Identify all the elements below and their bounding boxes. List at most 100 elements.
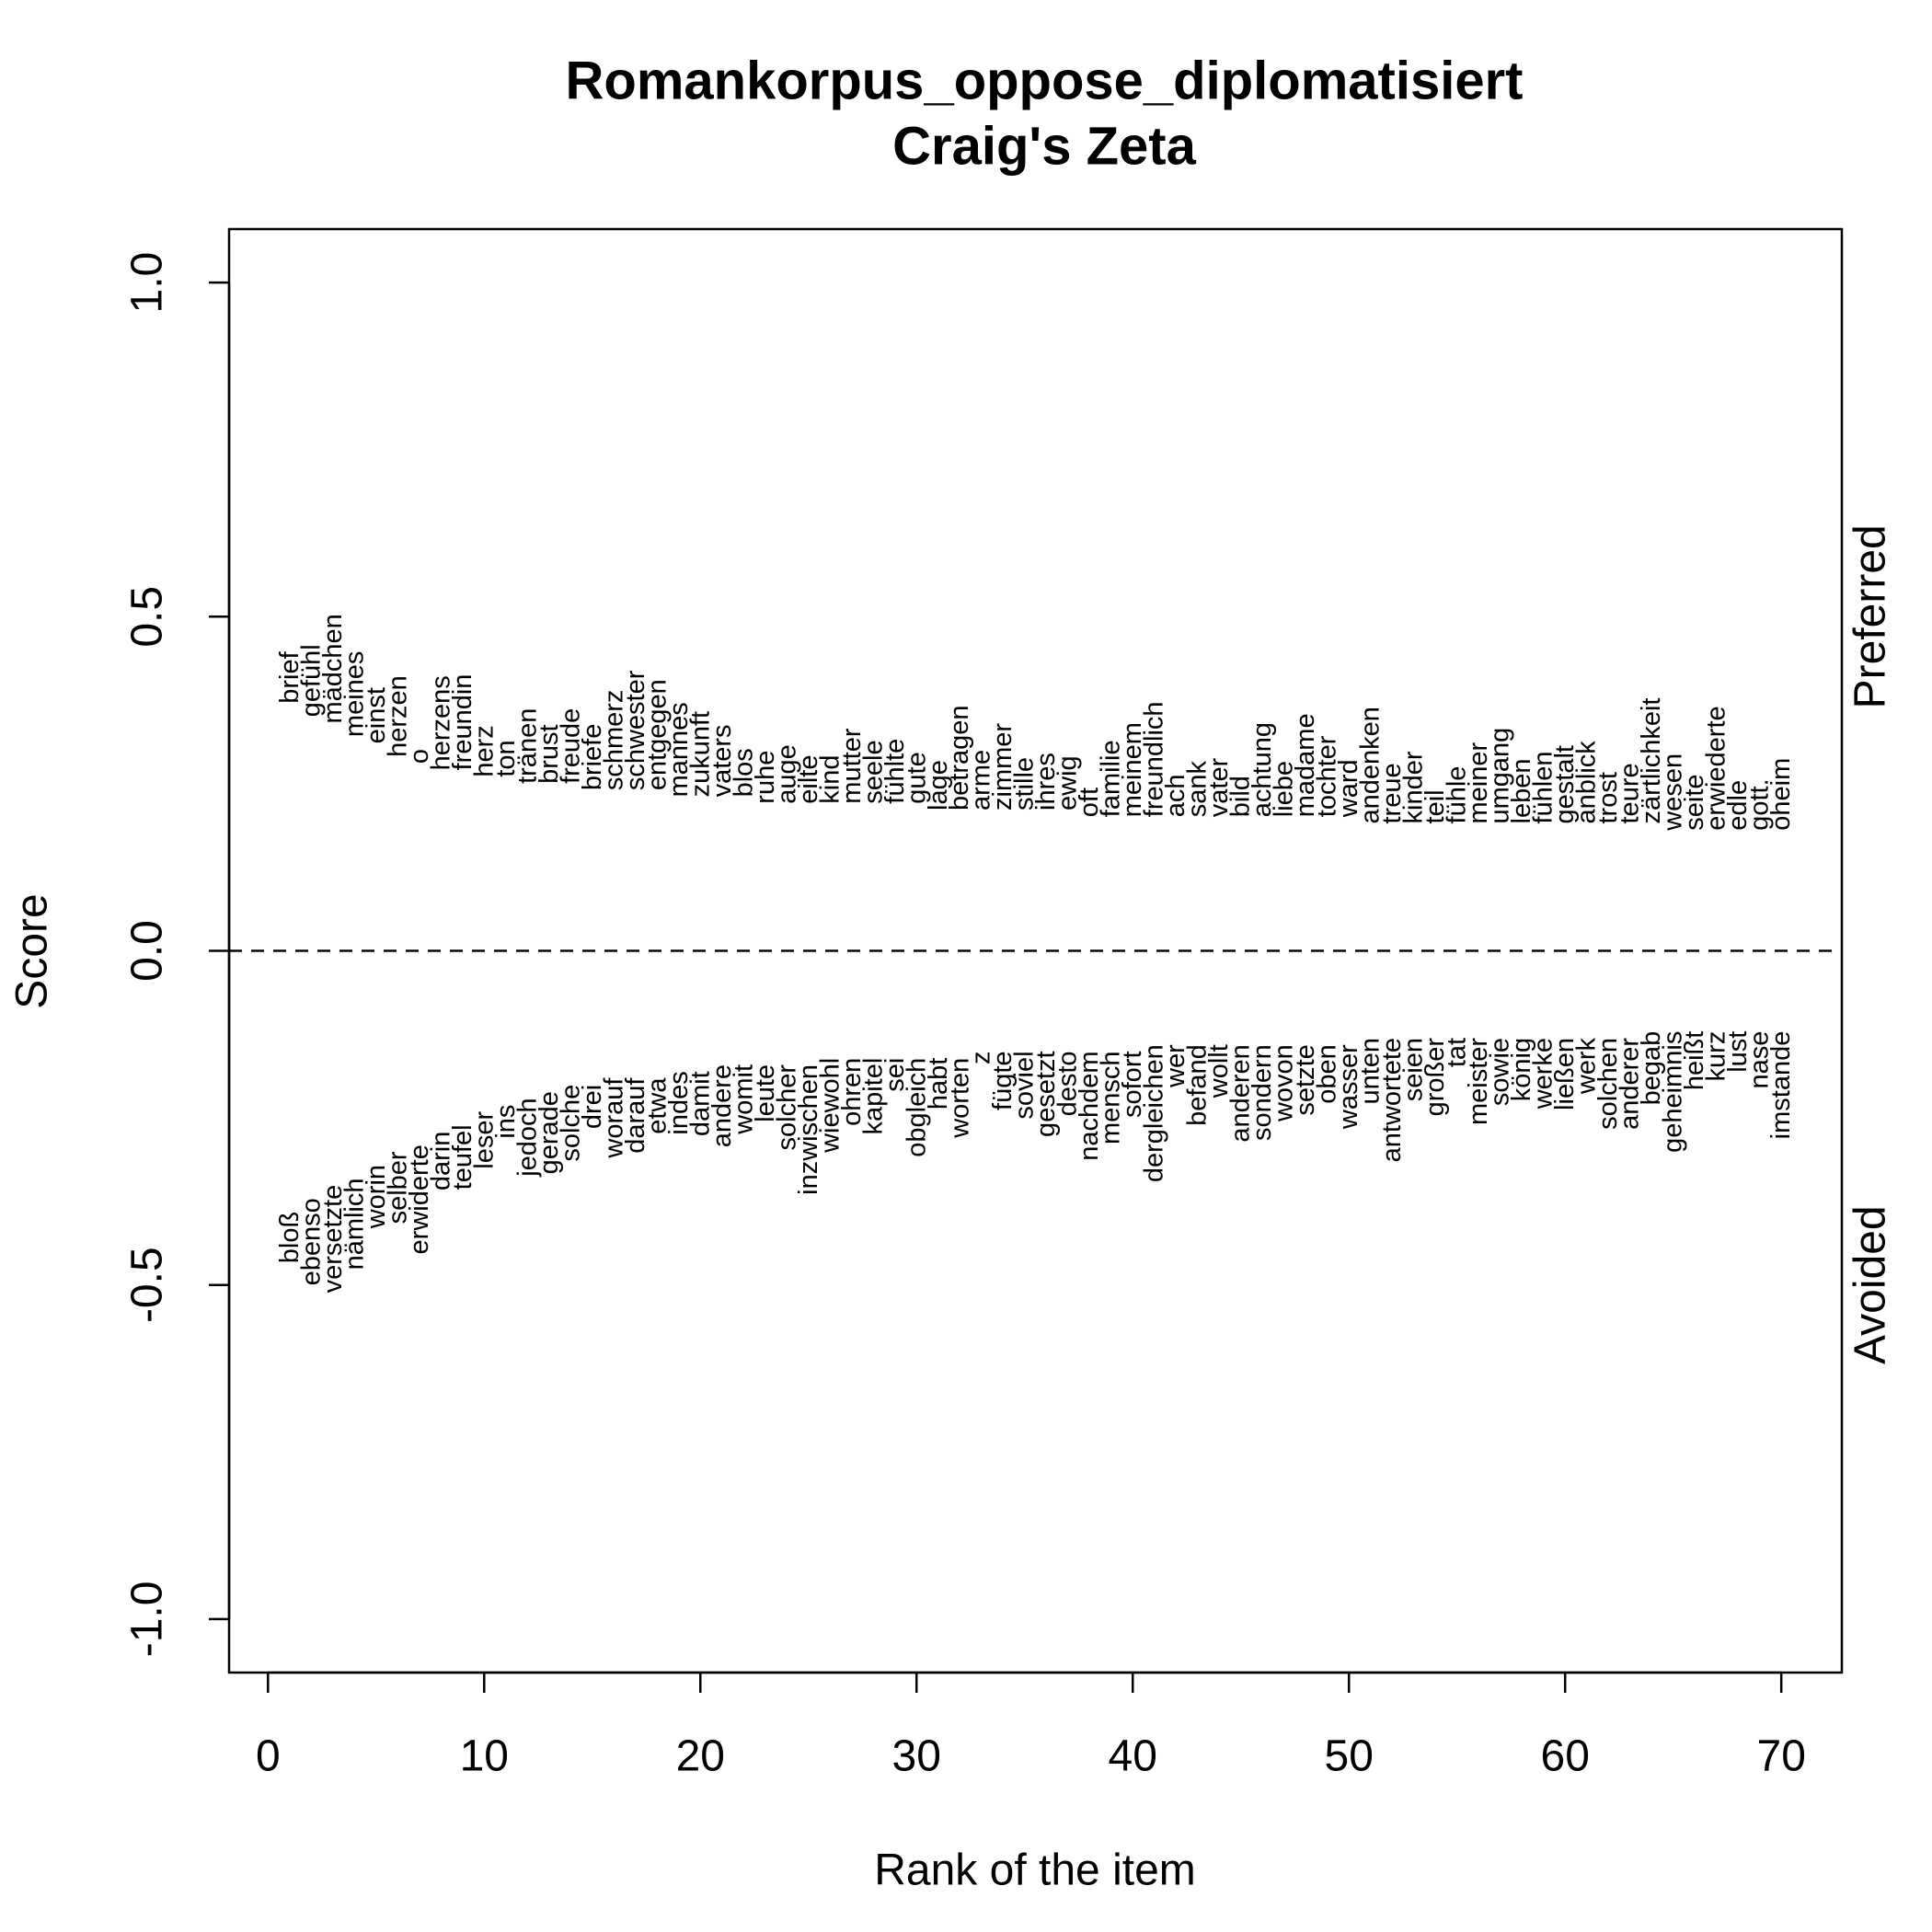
word-label: wollt	[1204, 1044, 1234, 1098]
word-label: gesetzt	[1031, 1051, 1061, 1137]
word-label: lust	[1723, 1031, 1753, 1073]
word-label: meines	[339, 651, 369, 738]
word-label: tränen	[512, 708, 542, 784]
word-label: fühlte	[880, 739, 910, 804]
y-tick-label: -1.0	[123, 1581, 172, 1658]
word-label: erwiederte	[1702, 706, 1731, 830]
word-label: auge	[772, 744, 801, 804]
word-label: antwortete	[1377, 1038, 1407, 1162]
x-tick-label: 70	[1757, 1732, 1806, 1781]
word-label: worin	[362, 1165, 391, 1229]
word-label: unten	[1356, 1038, 1386, 1105]
word-label: familie	[1097, 740, 1126, 817]
word-label: anderer	[1616, 1038, 1645, 1130]
chart-subtitle: Craig's Zeta	[892, 116, 1196, 176]
word-label: schmerz	[599, 690, 628, 791]
word-label: solcher	[772, 1064, 801, 1151]
word-label: eilte	[794, 754, 823, 803]
word-label: werke	[1529, 1038, 1558, 1110]
word-label: ruhe	[751, 751, 780, 804]
word-label: fügte	[988, 1051, 1018, 1110]
x-tick-label: 60	[1541, 1732, 1590, 1781]
word-label: setzte	[1291, 1044, 1320, 1115]
word-label: ewig	[1053, 755, 1083, 811]
y-tick-label: 0.5	[123, 586, 172, 648]
word-label: vater	[1204, 757, 1234, 817]
x-tick-label: 0	[256, 1732, 281, 1781]
word-label: herzens	[426, 675, 455, 770]
word-label: wovon	[1270, 1044, 1299, 1122]
word-label: ihres	[1031, 753, 1061, 811]
word-label: wiewohl	[815, 1058, 845, 1154]
word-label: lage	[924, 760, 953, 811]
word-label: freundin	[448, 674, 477, 771]
word-label: vaters	[707, 724, 737, 797]
word-label: worten	[945, 1058, 974, 1139]
word-label: gestalt	[1550, 745, 1580, 823]
word-label: edle	[1723, 780, 1753, 831]
word-label: sank	[1183, 760, 1213, 817]
word-label: ohren	[837, 1058, 867, 1126]
word-label: großer	[1420, 1038, 1450, 1117]
word-label: herz	[469, 725, 499, 776]
word-label: ebenso	[296, 1198, 326, 1285]
word-label: befand	[1183, 1044, 1213, 1126]
word-label: inzwischen	[794, 1064, 823, 1195]
word-label: kurz	[1702, 1031, 1731, 1082]
series-label: Avoided	[1846, 1205, 1895, 1364]
word-label: leben	[1507, 759, 1536, 824]
word-label: einst	[362, 687, 391, 743]
word-label: oben	[1313, 1044, 1342, 1104]
word-label: wesen	[1659, 753, 1688, 832]
word-label: seien	[1399, 1038, 1429, 1101]
word-label: jedoch	[512, 1098, 542, 1177]
word-label: treue	[1377, 763, 1407, 823]
word-label: zärtlichkeit	[1637, 697, 1666, 823]
word-label: versetzte	[318, 1185, 348, 1294]
word-label: wasser	[1334, 1044, 1363, 1130]
word-label: worauf	[599, 1077, 628, 1159]
word-label: tat	[1443, 1038, 1472, 1067]
word-label: mannes	[664, 702, 694, 797]
word-label: soviel	[1010, 1051, 1040, 1119]
word-label: meister	[1464, 1038, 1493, 1125]
word-label: herzen	[383, 675, 412, 757]
y-tick-label: 0.0	[123, 920, 172, 982]
word-label: madame	[1291, 713, 1320, 817]
word-label: leser	[469, 1110, 499, 1168]
word-label: trost	[1593, 772, 1623, 823]
y-axis-label: Score	[8, 893, 57, 1008]
y-tick-label: 1.0	[123, 252, 172, 314]
word-label: teil	[1420, 789, 1450, 823]
word-label: ach	[1161, 774, 1190, 817]
word-label: drei	[578, 1085, 607, 1129]
word-label: geheimnis	[1659, 1031, 1688, 1153]
x-axis-label: Rank of the item	[874, 1846, 1196, 1895]
word-label: werk	[1572, 1037, 1602, 1095]
word-label: könig	[1507, 1038, 1536, 1101]
word-label: liebe	[1270, 761, 1299, 817]
x-tick-label: 40	[1109, 1732, 1157, 1781]
word-label: solche	[556, 1085, 585, 1162]
word-label: z	[967, 1051, 996, 1064]
word-label: anblick	[1572, 741, 1602, 824]
word-label: dergleichen	[1140, 1044, 1169, 1182]
word-label: womit	[729, 1064, 758, 1135]
word-label: freundlich	[1140, 701, 1169, 817]
word-label: obgleich	[902, 1058, 931, 1157]
word-label: etwa	[642, 1077, 672, 1134]
word-label: kapitel	[858, 1058, 888, 1135]
word-label: meiner	[1464, 742, 1493, 824]
series-label: Preferred	[1846, 524, 1895, 708]
word-label: leute	[751, 1064, 780, 1122]
word-label: entgegen	[642, 679, 672, 790]
word-label: sofort	[1118, 1051, 1147, 1118]
word-label: ließen	[1550, 1038, 1580, 1110]
word-label: ins	[491, 1105, 521, 1139]
word-label: andenken	[1356, 707, 1386, 823]
word-label: ward	[1334, 759, 1363, 818]
word-label: stille	[1010, 757, 1040, 811]
word-label: nämlich	[339, 1178, 369, 1270]
